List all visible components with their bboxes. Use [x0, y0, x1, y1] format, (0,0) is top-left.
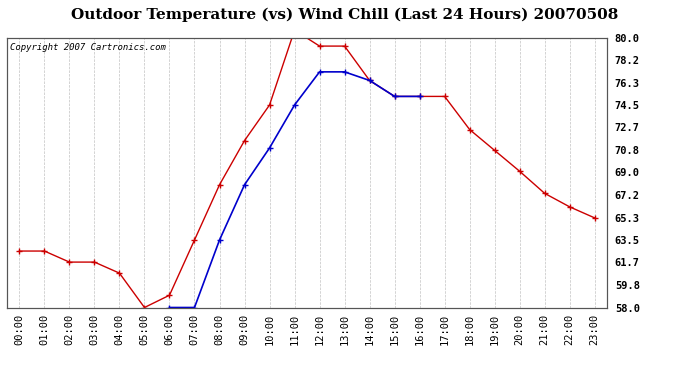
Text: Copyright 2007 Cartronics.com: Copyright 2007 Cartronics.com	[10, 43, 166, 52]
Text: Outdoor Temperature (vs) Wind Chill (Last 24 Hours) 20070508: Outdoor Temperature (vs) Wind Chill (Las…	[71, 8, 619, 22]
